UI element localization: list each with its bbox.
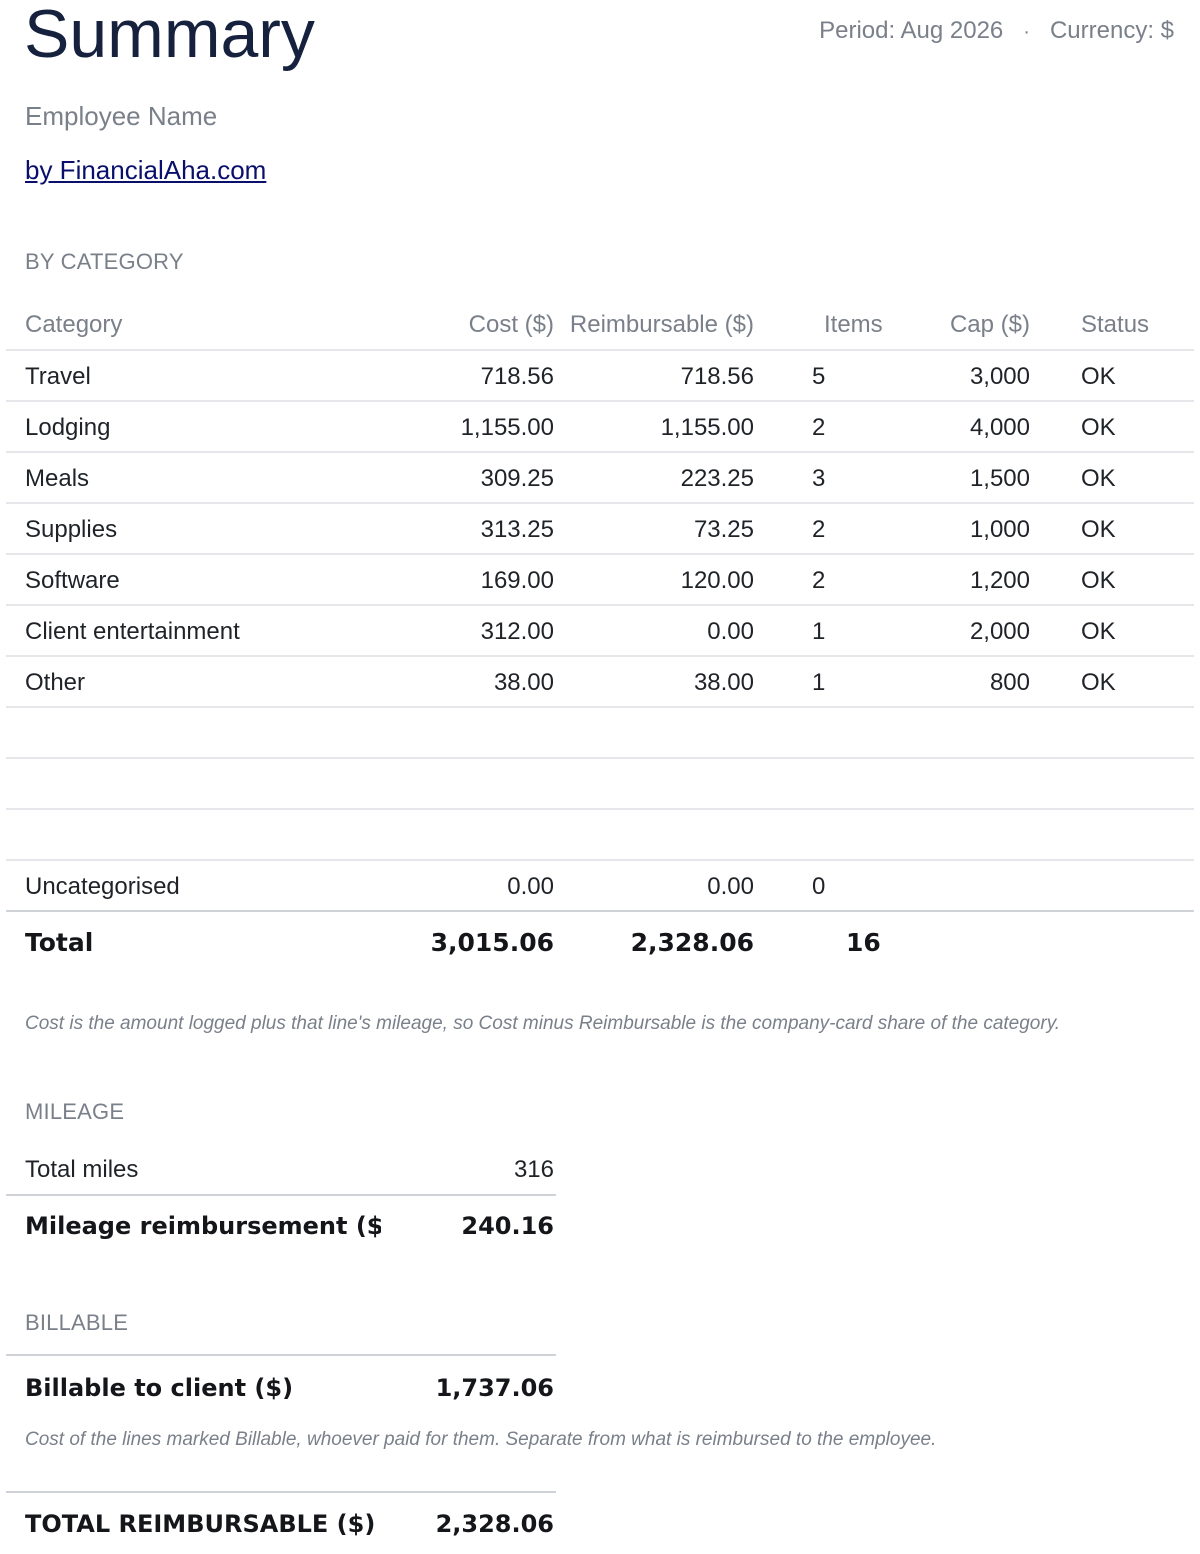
total-label: Total (25, 928, 94, 957)
table-row: Software 169.00 120.00 2 1,200 OK (6, 555, 1194, 606)
cell-status: OK (1081, 618, 1116, 645)
table-row: Supplies 313.25 73.25 2 1,000 OK (6, 504, 1194, 555)
mileage-reimbursement-value: 240.16 (461, 1212, 554, 1240)
cell-status: OK (1081, 363, 1116, 390)
col-cap: Cap ($) (949, 311, 1030, 338)
employee-name[interactable]: Employee Name (25, 101, 218, 131)
total-miles-label: Total miles (25, 1156, 139, 1183)
col-category: Category (25, 311, 123, 338)
cell-reimbursable: 73.25 (693, 516, 754, 543)
billable-value: 1,737.06 (435, 1374, 554, 1402)
section-mileage: MILEAGE (25, 1099, 125, 1124)
cell-category: Uncategorised (25, 873, 180, 900)
cell-status: OK (1081, 567, 1116, 594)
table-row: Other 38.00 38.00 1 800 OK (6, 657, 1194, 708)
cell-items: 5 (812, 363, 826, 390)
cell-cost: 1,155.00 (460, 414, 554, 441)
billable-row: Billable to client ($) 1,737.06 (6, 1358, 556, 1418)
cell-items: 2 (812, 414, 826, 441)
billable-note: Cost of the lines marked Billable, whoev… (25, 1429, 937, 1450)
cell-cap: 1,500 (969, 465, 1030, 492)
cell-status: OK (1081, 669, 1116, 696)
total-items: 16 (846, 928, 881, 957)
section-by-category: BY CATEGORY (25, 249, 184, 274)
col-items: Items (824, 311, 883, 338)
cell-category: Lodging (25, 414, 111, 441)
grand-total-label: TOTAL REIMBURSABLE ($) (25, 1510, 376, 1538)
cell-cost: 169.00 (480, 567, 554, 594)
grand-total-row: TOTAL REIMBURSABLE ($) 2,328.06 (6, 1494, 556, 1554)
empty-row[interactable] (6, 708, 1194, 759)
category-note: Cost is the amount logged plus that line… (25, 1013, 1061, 1034)
cell-cost: 309.25 (480, 465, 554, 492)
separator-dot: · (1023, 21, 1030, 43)
col-status: Status (1081, 311, 1150, 338)
table-row: Lodging 1,155.00 1,155.00 2 4,000 OK (6, 402, 1194, 453)
cell-reimbursable: 0.00 (707, 873, 754, 900)
cell-reimbursable: 223.25 (680, 465, 754, 492)
cell-items: 0 (812, 873, 826, 900)
cell-cap: 1,000 (969, 516, 1030, 543)
total-cost: 3,015.06 (430, 928, 554, 957)
table-header: Category Cost ($) Reimbursable ($) Items… (6, 302, 1194, 351)
billable-label: Billable to client ($) (25, 1374, 294, 1402)
cell-cap: 800 (989, 669, 1030, 696)
total-miles-row: Total miles 316 (6, 1144, 556, 1196)
table-row: Client entertainment 312.00 0.00 1 2,000 OK (6, 606, 1194, 657)
cell-items: 1 (812, 618, 826, 645)
total-miles-value: 316 (513, 1156, 554, 1183)
mileage-table: Total miles 316 Mileage reimbursement ($… (6, 1144, 556, 1256)
period-label: Period: Aug 2026 (819, 17, 1004, 44)
cell-category: Supplies (25, 516, 118, 543)
grand-total-divider (6, 1491, 556, 1493)
cell-status: OK (1081, 465, 1116, 492)
table-row: Travel 718.56 718.56 5 3,000 OK (6, 351, 1194, 402)
currency-label: Currency: $ (1049, 17, 1174, 44)
cell-category: Other (25, 669, 86, 696)
cell-items: 1 (812, 669, 826, 696)
cell-cap: 4,000 (969, 414, 1030, 441)
grand-total-value: 2,328.06 (435, 1510, 554, 1538)
billable-divider (6, 1354, 556, 1356)
cell-items: 2 (812, 516, 826, 543)
cell-reimbursable: 1,155.00 (660, 414, 754, 441)
section-billable: BILLABLE (25, 1310, 129, 1335)
period-currency: Period: Aug 2026 · Currency: $ (819, 16, 1174, 47)
page-title: Summary (24, 0, 315, 72)
table-row-uncategorised: Uncategorised 0.00 0.00 0 (6, 861, 1194, 912)
credit-link[interactable]: by FinancialAha.com (25, 155, 267, 185)
cell-status: OK (1081, 414, 1116, 441)
cell-reimbursable: 718.56 (680, 363, 754, 390)
cell-items: 3 (812, 465, 826, 492)
cell-category: Software (25, 567, 120, 594)
cell-cap: 3,000 (969, 363, 1030, 390)
empty-row[interactable] (6, 759, 1194, 810)
total-reimbursable: 2,328.06 (630, 928, 754, 957)
cell-items: 2 (812, 567, 826, 594)
category-table: Category Cost ($) Reimbursable ($) Items… (6, 302, 1194, 974)
table-row: Meals 309.25 223.25 3 1,500 OK (6, 453, 1194, 504)
grand-total-table: TOTAL REIMBURSABLE ($) 2,328.06 (6, 1494, 556, 1554)
cell-cost: 312.00 (480, 618, 554, 645)
cell-reimbursable: 0.00 (707, 618, 754, 645)
cell-cost: 0.00 (507, 873, 554, 900)
cell-cost: 313.25 (480, 516, 554, 543)
cell-status: OK (1081, 516, 1116, 543)
mileage-reimbursement-row: Mileage reimbursement ($) 240.16 (6, 1196, 556, 1256)
cell-reimbursable: 120.00 (680, 567, 754, 594)
cell-cap: 2,000 (969, 618, 1030, 645)
col-reimbursable: Reimbursable ($) (569, 311, 754, 338)
mileage-reimbursement-label: Mileage reimbursement ($) (25, 1212, 381, 1240)
cell-cost: 38.00 (493, 669, 554, 696)
billable-table: Billable to client ($) 1,737.06 (6, 1358, 556, 1418)
cell-cap: 1,200 (969, 567, 1030, 594)
table-row-total: Total 3,015.06 2,328.06 16 (6, 912, 1194, 974)
empty-row[interactable] (6, 810, 1194, 861)
cell-category: Client entertainment (25, 618, 240, 645)
cell-reimbursable: 38.00 (693, 669, 754, 696)
cell-cost: 718.56 (480, 363, 554, 390)
col-cost: Cost ($) (468, 311, 554, 338)
cell-category: Travel (25, 363, 91, 390)
cell-category: Meals (25, 465, 90, 492)
